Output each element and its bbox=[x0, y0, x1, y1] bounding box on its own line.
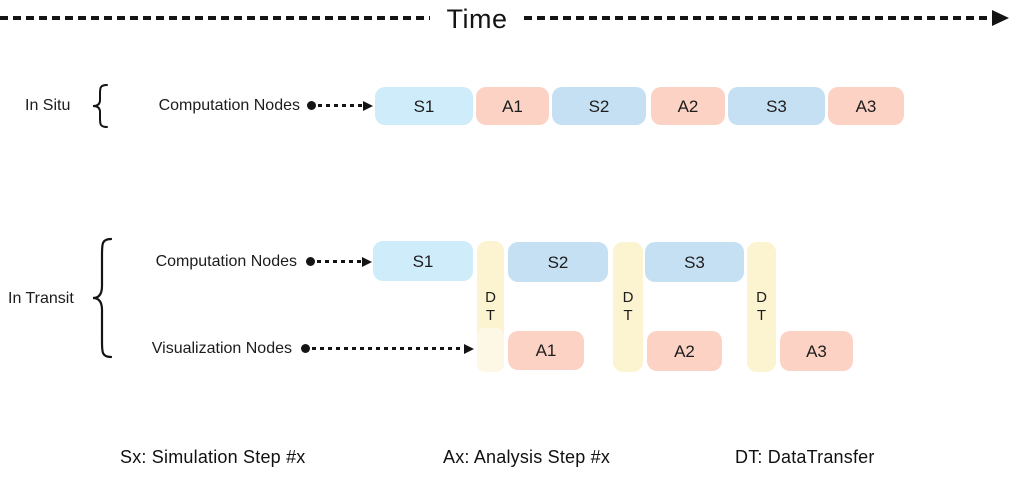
in-transit-block-a3-label: A3 bbox=[806, 341, 827, 361]
in-transit-visualization-arrow bbox=[301, 343, 474, 354]
in-situ-block-s1-label: S1 bbox=[413, 96, 435, 116]
in-transit-block-dt2-label: D T bbox=[622, 289, 634, 324]
in-situ-block-s2-label: S2 bbox=[588, 96, 610, 116]
in-transit-visualization-nodes-label: Visualization Nodes bbox=[151, 340, 292, 357]
in-situ-block-s3-label: S3 bbox=[766, 96, 787, 116]
in-situ-block-a1-label: A1 bbox=[502, 96, 523, 116]
in-situ-block-a3-label: A3 bbox=[855, 96, 877, 116]
in-transit-block-s3-label: S3 bbox=[684, 252, 705, 272]
arrowhead-icon bbox=[362, 256, 372, 267]
in-situ-block-a1: A1 bbox=[476, 87, 549, 125]
in-transit-computation-arrow bbox=[306, 256, 372, 267]
in-transit-block-dt1-label: D T bbox=[485, 288, 496, 324]
in-situ-label: In Situ bbox=[25, 97, 71, 114]
in-transit-block-a3: A3 bbox=[780, 331, 853, 371]
in-situ-block-a2-label: A2 bbox=[677, 96, 699, 116]
in-transit-block-dt1: D T bbox=[477, 241, 504, 372]
time-axis-dash-left bbox=[0, 16, 430, 20]
arrow-dashes bbox=[317, 260, 362, 263]
in-transit-computation-nodes-label: Computation Nodes bbox=[155, 253, 297, 270]
in-transit-block-a2: A2 bbox=[647, 331, 722, 371]
in-transit-block-s3: S3 bbox=[645, 242, 744, 282]
in-situ-brace-icon bbox=[92, 84, 108, 128]
time-axis-label: Time bbox=[446, 4, 508, 34]
in-transit-block-s1: S1 bbox=[373, 241, 473, 281]
time-axis-arrowhead-icon bbox=[992, 10, 1009, 26]
in-situ-block-s3: S3 bbox=[728, 87, 825, 125]
in-transit-block-a1-label: A1 bbox=[535, 341, 557, 360]
time-axis-dash-right bbox=[524, 16, 993, 20]
in-transit-block-s2-label: S2 bbox=[547, 252, 569, 272]
in-transit-brace-icon bbox=[92, 237, 112, 359]
in-transit-block-s1-label: S1 bbox=[412, 251, 434, 271]
in-situ-computation-arrow bbox=[307, 100, 373, 111]
in-transit-block-a1: A1 bbox=[508, 331, 584, 370]
in-transit-block-a2-label: A2 bbox=[674, 341, 695, 361]
in-transit-block-dt3: D T bbox=[747, 242, 776, 372]
in-situ-computation-nodes-label: Computation Nodes bbox=[158, 97, 300, 114]
legend-datatransfer: DT: DataTransfer bbox=[735, 447, 875, 467]
in-transit-block-s2: S2 bbox=[508, 242, 608, 282]
in-transit-block-dt2: D T bbox=[613, 242, 643, 372]
in-situ-block-a3: A3 bbox=[828, 87, 904, 125]
in-transit-block-dt3-label: D T bbox=[756, 289, 767, 324]
in-situ-block-s1: S1 bbox=[375, 87, 473, 125]
arrow-dot-icon bbox=[307, 101, 316, 110]
arrow-dashes bbox=[312, 347, 464, 350]
in-situ-block-a2: A2 bbox=[651, 87, 725, 125]
legend-simulation: Sx: Simulation Step #x bbox=[120, 447, 306, 467]
arrowhead-icon bbox=[464, 343, 474, 354]
legend-analysis: Ax: Analysis Step #x bbox=[443, 447, 611, 467]
in-transit-label: In Transit bbox=[8, 290, 74, 307]
arrow-dot-icon bbox=[306, 257, 315, 266]
arrow-dashes bbox=[318, 104, 363, 107]
arrow-dot-icon bbox=[301, 344, 310, 353]
arrowhead-icon bbox=[363, 100, 373, 111]
in-transit-block-dt1-light-bottom bbox=[477, 328, 504, 372]
in-situ-block-s2: S2 bbox=[552, 87, 646, 125]
